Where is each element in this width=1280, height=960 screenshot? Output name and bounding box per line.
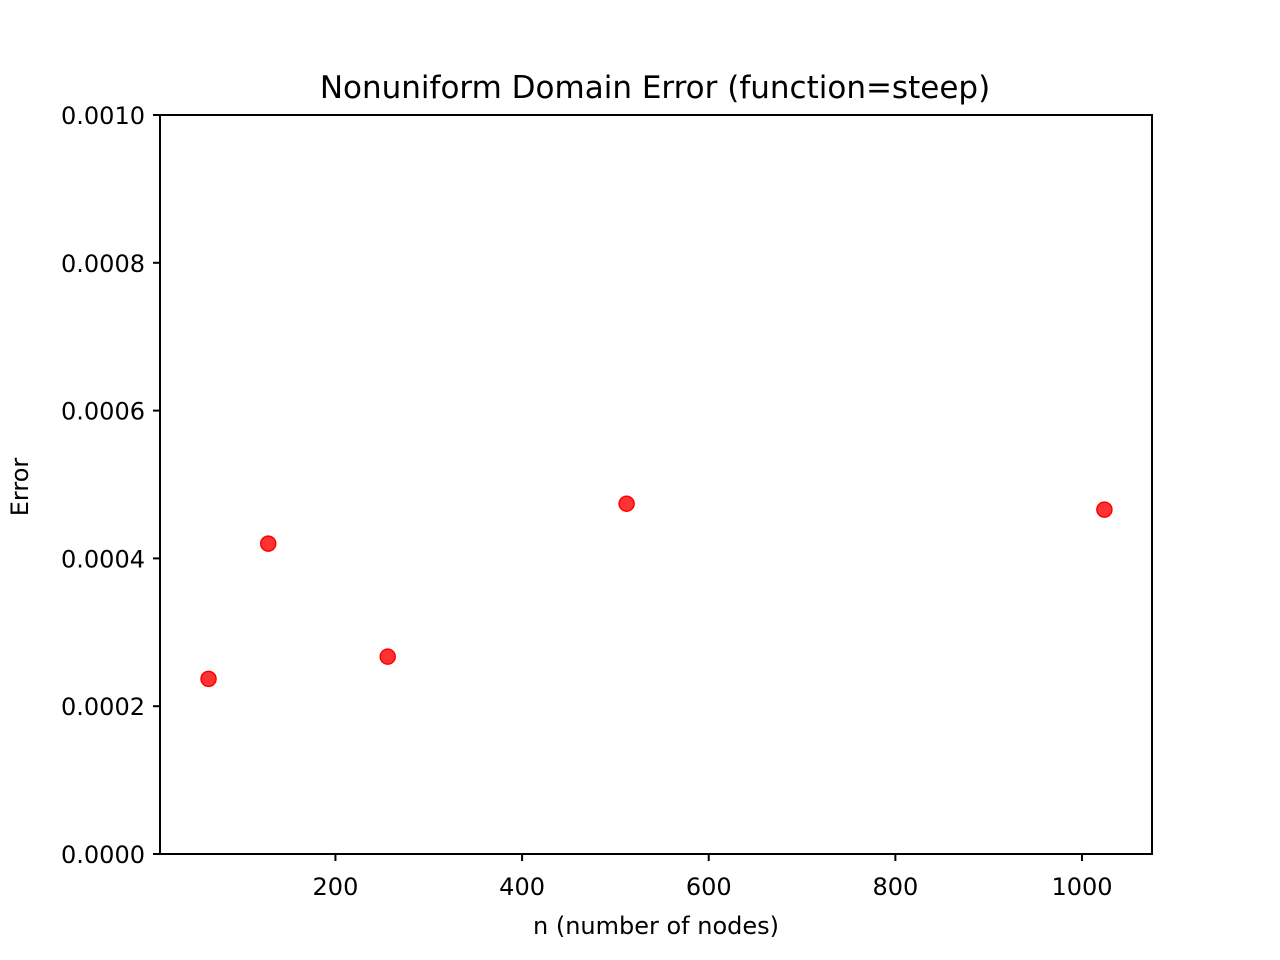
y-tick-label: 0.0010 — [61, 102, 145, 130]
x-tick-label: 600 — [686, 873, 732, 901]
plot-area — [200, 495, 1113, 688]
y-axis: 0.0000 0.0002 0.0004 0.0006 0.0008 0.0010 — [61, 102, 160, 869]
x-axis-label: n (number of nodes) — [533, 912, 779, 940]
axes-frame — [159, 114, 1153, 855]
y-tick-label: 0.0000 — [61, 841, 145, 869]
chart-title: Nonuniform Domain Error (function=steep) — [320, 70, 990, 106]
data-point — [1096, 501, 1113, 518]
y-tick-label: 0.0008 — [61, 250, 145, 278]
data-point — [618, 495, 635, 512]
x-tick-label: 200 — [313, 873, 359, 901]
data-point — [200, 670, 217, 688]
y-tick-label: 0.0002 — [61, 693, 145, 721]
data-point — [260, 535, 277, 552]
x-axis: 200 400 600 800 1000 — [313, 854, 1113, 901]
x-tick-label: 400 — [499, 873, 545, 901]
data-point — [379, 648, 396, 665]
y-axis-label: Error — [6, 458, 34, 517]
y-tick-label: 0.0004 — [61, 545, 145, 573]
x-tick-label: 800 — [872, 873, 918, 901]
x-tick-label: 1000 — [1051, 873, 1112, 901]
y-tick-label: 0.0006 — [61, 398, 145, 426]
